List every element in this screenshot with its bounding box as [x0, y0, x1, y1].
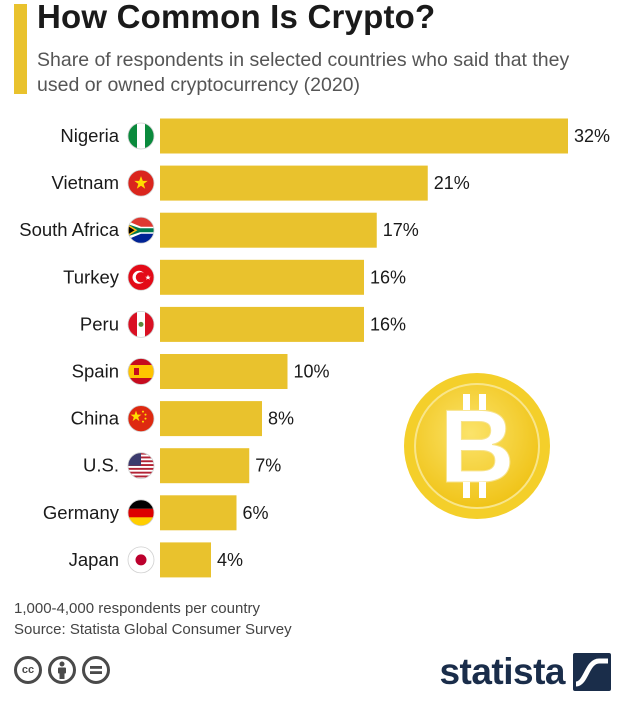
chart-title: How Common Is Crypto? [37, 0, 436, 35]
value-label: 6% [243, 503, 269, 523]
bar [160, 495, 237, 531]
statista-logo[interactable]: statista [439, 652, 611, 692]
category-label: South Africa [19, 219, 119, 240]
value-label: 16% [370, 267, 406, 287]
statista-logo-mark-icon [573, 653, 611, 691]
svg-text:B: B [439, 389, 514, 505]
category-label: Spain [72, 361, 119, 382]
bar [160, 165, 428, 201]
category-label: Turkey [63, 266, 120, 287]
category-label: Nigeria [60, 125, 119, 146]
value-label: 4% [217, 550, 243, 570]
license-icons: cc [14, 656, 110, 684]
bar [160, 542, 211, 578]
value-label: 17% [383, 220, 419, 240]
chart-notes: 1,000-4,000 respondents per country Sour… [14, 598, 292, 640]
germany-flag-icon [127, 499, 155, 527]
value-label: 8% [268, 409, 294, 429]
category-label: China [71, 408, 120, 429]
value-label: 21% [434, 173, 470, 193]
value-label: 32% [574, 126, 610, 146]
bar [160, 448, 250, 484]
respondents-note: 1,000-4,000 respondents per country [14, 600, 260, 617]
category-label: U.S. [83, 455, 119, 476]
nigeria-flag-icon [127, 122, 155, 150]
peru-flag-icon [127, 310, 155, 338]
source-note: Source: Statista Global Consumer Survey [14, 621, 292, 638]
bar [160, 354, 288, 389]
bar [160, 401, 262, 437]
value-label: 16% [370, 314, 406, 334]
no-derivatives-icon[interactable] [82, 656, 110, 684]
spain-flag-icon [127, 358, 155, 385]
bar-chart: Nigeria 32% Vietnam 21% South Africa 17% Turke… [19, 118, 610, 578]
japan-flag-icon [127, 546, 155, 574]
china-flag-icon [127, 405, 155, 433]
south-africa-flag-icon [127, 216, 155, 244]
creative-commons-icon[interactable]: cc [14, 656, 42, 684]
attribution-icon[interactable] [48, 656, 76, 684]
bar [160, 212, 377, 248]
value-label: 7% [255, 456, 281, 476]
chart-subtitle: Share of respondents in selected countri… [37, 49, 570, 96]
bar [160, 306, 364, 342]
us-flag-icon [127, 452, 155, 480]
category-label: Germany [43, 502, 120, 523]
category-label: Peru [80, 313, 119, 334]
category-label: Vietnam [51, 172, 119, 193]
bar [160, 118, 568, 154]
bar [160, 259, 364, 295]
title-accent-bar [14, 4, 27, 94]
logo-text: statista [439, 651, 565, 692]
category-label: Japan [69, 549, 119, 570]
bitcoin-coin-icon: B [404, 373, 550, 519]
value-label: 10% [294, 362, 330, 382]
turkey-flag-icon [127, 263, 155, 291]
vietnam-flag-icon [127, 169, 155, 197]
